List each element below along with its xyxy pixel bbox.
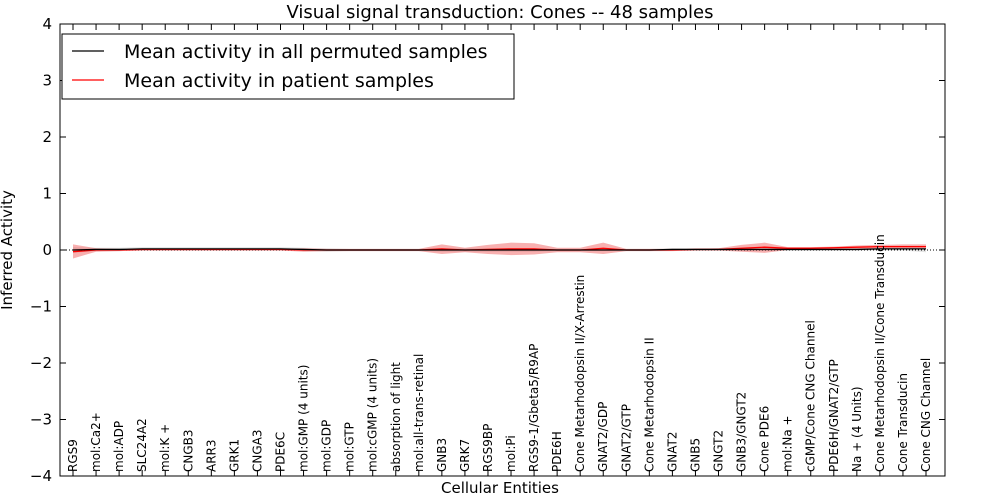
category-label: PDE6H/GNAT2/GTP — [827, 359, 841, 472]
x-axis-label: Cellular Entities — [441, 479, 559, 497]
y-axis-label: Inferred Activity — [0, 190, 16, 310]
category-label: GNB3/GNGT2 — [735, 392, 749, 472]
x-axis — [72, 24, 927, 476]
category-label: Na + (4 Units) — [850, 386, 864, 472]
category-label: PDE6C — [273, 432, 287, 472]
chart-title: Visual signal transduction: Cones -- 48 … — [286, 2, 713, 23]
category-label: mol:GTP — [343, 422, 357, 472]
category-label: absorption of light — [389, 362, 403, 472]
category-label: mol:cGMP (4 units) — [366, 358, 380, 472]
legend-box — [61, 33, 515, 100]
category-label: CNGA3 — [250, 430, 264, 473]
category-label: Cone Metarhodopsin II/X-Arrestin — [573, 275, 587, 472]
category-label: mol:GMP (4 units) — [297, 365, 311, 472]
category-label: RGS9 — [66, 439, 80, 472]
category-labels: RGS9 mol:Ca2+ mol:ADP SLC24A2 mol:K + CNGB3 AR… — [66, 234, 933, 472]
category-label: mol:K + — [158, 424, 172, 472]
category-label: Cone CNG Channel — [919, 358, 933, 472]
category-label: mol:all-trans-retinal — [412, 354, 426, 472]
category-label: mol:Na + — [781, 415, 795, 472]
y-tick-label: 3 — [42, 72, 52, 90]
category-label: GRK7 — [458, 439, 472, 472]
legend-label-permuted: Mean activity in all permuted samples — [124, 41, 487, 63]
category-label: GNB3 — [435, 438, 449, 472]
y-tick-label: −4 — [30, 467, 52, 485]
y-tick-label: 2 — [42, 128, 52, 146]
category-label: GNAT2/GDP — [596, 402, 610, 472]
category-label: Cone Metarhodopsin II — [642, 337, 656, 472]
y-tick-label: −2 — [30, 354, 52, 372]
category-label: mol:ADP — [112, 421, 126, 472]
category-label: RGS9BP — [481, 424, 495, 472]
category-label: Cone Transducin — [896, 373, 910, 472]
category-label: Cone Metarhodopsin II/Cone Transducin — [873, 234, 887, 472]
category-label: mol:Pi — [504, 435, 518, 472]
legend: Mean activity in all permuted samples Me… — [61, 33, 515, 100]
category-label: GNGT2 — [712, 430, 726, 472]
y-tick-label: 0 — [42, 241, 52, 259]
category-label: SLC24A2 — [135, 418, 149, 472]
category-label: GNAT2/GTP — [619, 404, 633, 472]
category-label: PDE6H — [550, 431, 564, 472]
category-label: RGS9-1/Gbeta5/R9AP — [527, 344, 541, 472]
y-axis: −4 −3 −2 −1 0 1 2 3 4 — [30, 15, 945, 485]
category-label: CNGB3 — [181, 429, 195, 472]
y-tick-label: −3 — [30, 411, 52, 429]
category-label: mol:Ca2+ — [89, 412, 103, 472]
category-label: ARR3 — [204, 439, 218, 472]
y-tick-label: 1 — [42, 185, 52, 203]
category-label: Cone PDE6 — [758, 406, 772, 472]
series-lines — [60, 245, 945, 253]
y-tick-label: −1 — [30, 298, 52, 316]
permuted-mean-line — [72, 248, 926, 251]
category-label: cGMP/Cone CNG Channel — [804, 320, 818, 472]
category-label: GNB5 — [688, 438, 702, 472]
y-tick-label: 4 — [42, 15, 52, 33]
category-label: GNAT2 — [665, 431, 679, 472]
category-label: mol:GDP — [320, 420, 334, 472]
category-label: GRK1 — [227, 439, 241, 472]
legend-label-patient: Mean activity in patient samples — [124, 70, 434, 92]
